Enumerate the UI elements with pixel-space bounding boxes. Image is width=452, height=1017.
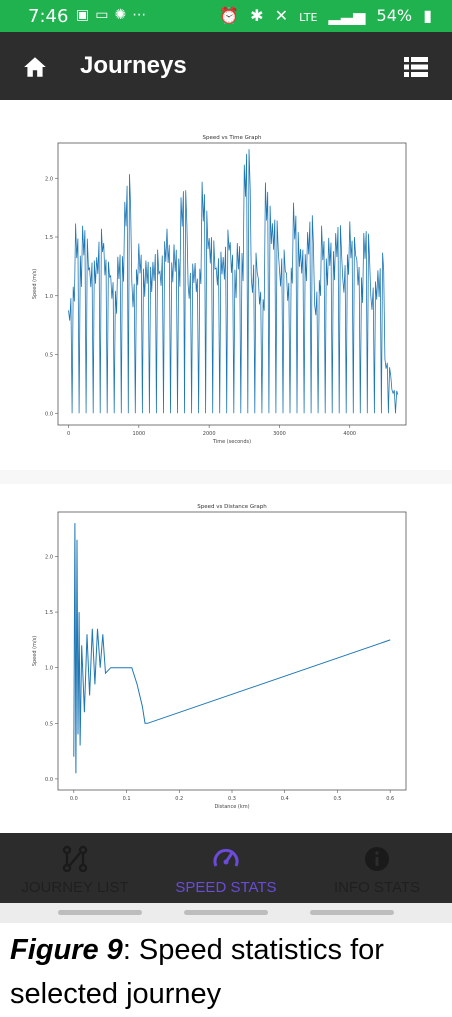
x-tick-label: 2000: [203, 431, 216, 437]
x-tick-label: 4000: [343, 431, 356, 437]
tab-info-stats[interactable]: INFO STATS: [302, 833, 452, 903]
x-tick-label: 0.4: [281, 796, 289, 802]
more-icon: ⋯: [132, 7, 153, 23]
speed-distance-chart: Speed vs Distance Graph Distance (km) Spee…: [0, 490, 452, 820]
y-tick-label: 2.0: [45, 554, 53, 560]
speed-time-chart-svg: Speed vs Time Graph Time (seconds) Speed (…: [32, 135, 407, 445]
chart-divider: [0, 470, 452, 484]
y-tick-label: 1.0: [45, 294, 53, 300]
y-tick-label: 2.0: [45, 176, 53, 182]
network-label: LTE: [299, 11, 318, 24]
x-tick-label: 0: [67, 431, 70, 437]
plot-frame: [57, 142, 407, 426]
signal-icon: ▂▃▅: [328, 6, 366, 25]
x-tick-label: 0.5: [333, 796, 341, 802]
route-icon: [62, 845, 88, 873]
y-tick-label: 0.5: [45, 721, 53, 727]
info-icon: [365, 847, 389, 871]
speed-distance-series-line: [73, 523, 391, 774]
battery-icon: ▮: [423, 6, 432, 25]
tab-journey-list[interactable]: JOURNEY LIST: [0, 833, 150, 903]
x-axis-label: Time (seconds): [212, 439, 251, 445]
notification-icons: ▣▭✺⋯: [76, 7, 152, 23]
y-tick-label: 0.0: [45, 411, 53, 417]
page-title: Journeys: [80, 52, 187, 79]
cast-icon: ▭: [95, 7, 115, 23]
speed-time-chart: Speed vs Time Graph Time (seconds) Speed (…: [0, 120, 452, 470]
x-tick-label: 0.0: [70, 796, 78, 802]
speed-distance-chart-svg: Speed vs Distance Graph Distance (km) Spee…: [32, 504, 407, 810]
x-tick-label: 0.6: [386, 796, 394, 802]
figure-label: Figure 9: [10, 934, 123, 966]
ring-icon: ▣: [76, 7, 96, 23]
gesture-pill[interactable]: [58, 910, 142, 915]
speedometer-icon: [213, 848, 239, 867]
x-tick-label: 0.1: [123, 796, 131, 802]
x-tick-label: 0.2: [175, 796, 183, 802]
bluetooth-icon: ✱: [250, 6, 264, 25]
y-tick-label: 0.0: [45, 777, 53, 783]
y-tick-label: 1.0: [45, 666, 53, 672]
tab-speed-stats-label: SPEED STATS: [175, 879, 277, 896]
plot-frame: [57, 511, 407, 791]
speed-time-series-line: [68, 149, 399, 414]
bottom-nav: JOURNEY LIST SPEED STATS INFO STATS: [0, 833, 452, 903]
x-tick-label: 0.3: [228, 796, 236, 802]
x-axis-label: Distance (km): [214, 804, 249, 810]
gesture-pill[interactable]: [184, 910, 268, 915]
home-icon[interactable]: [22, 54, 48, 80]
x-tick-label: 3000: [273, 431, 286, 437]
gesture-bar: [0, 903, 452, 923]
tab-info-stats-label: INFO STATS: [333, 879, 421, 896]
app-bar: Journeys: [0, 32, 452, 100]
tab-journey-list-label: JOURNEY LIST: [21, 879, 129, 896]
tab-speed-stats[interactable]: SPEED STATS: [150, 833, 302, 903]
cbc-icon: ✺: [114, 7, 133, 23]
list-icon[interactable]: [404, 56, 428, 78]
y-tick-label: 1.5: [45, 235, 53, 241]
chart-title: Speed vs Distance Graph: [197, 504, 267, 510]
gesture-pill[interactable]: [310, 910, 394, 915]
chart-title: Speed vs Time Graph: [203, 135, 262, 141]
battery-label: 54%: [376, 6, 413, 25]
y-tick-label: 1.5: [45, 610, 53, 616]
status-right: ⏰ ✱ ✕ LTE ▂▃▅ 54% ▮: [213, 6, 432, 25]
status-bar: 7:46 ▣▭✺⋯ ⏰ ✱ ✕ LTE ▂▃▅ 54% ▮: [0, 0, 452, 32]
status-time: 7:46: [28, 6, 69, 27]
figure-caption: Figure 9: Speed statistics for selected …: [10, 928, 450, 1016]
alarm-icon: ⏰: [219, 6, 240, 25]
y-axis-label: Speed (m/s): [32, 636, 38, 666]
y-tick-label: 0.5: [45, 353, 53, 359]
mute-icon: ✕: [274, 6, 289, 25]
y-axis-label: Speed (m/s): [32, 269, 38, 299]
x-tick-label: 1000: [132, 431, 145, 437]
caption-text: : Speed statistics for selected journey: [10, 934, 384, 1010]
